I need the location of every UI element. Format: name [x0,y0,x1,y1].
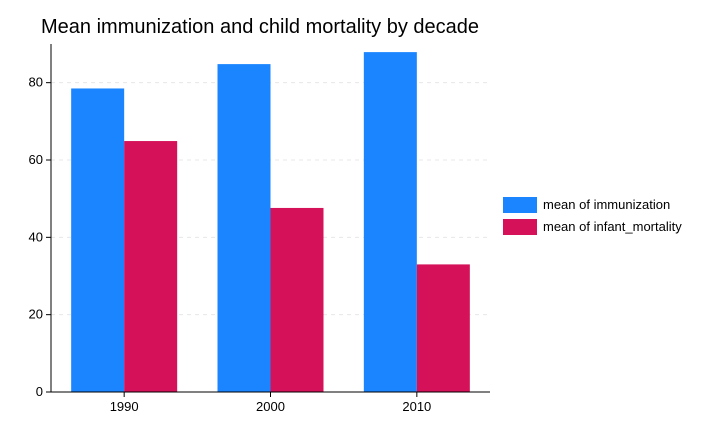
x-tick-label: 2000 [256,399,285,414]
axes-layer: 0 20 40 60 80 1990 2000 2010 [29,44,490,414]
x-tick-label: 1990 [110,399,139,414]
y-tick-label: 80 [29,75,43,90]
y-tick-label: 20 [29,307,43,322]
legend-swatch [503,197,537,213]
y-tick-label: 40 [29,229,43,244]
legend: mean of immunization mean of infant_morta… [503,197,682,235]
chart-title: Mean immunization and child mortality by… [41,16,479,38]
bar-immunization-2000 [217,64,271,393]
bar-immunization-1990 [71,88,125,392]
bar-infant-mortality-2010 [416,264,470,392]
bars-layer [71,52,470,393]
y-tick-label: 60 [29,152,43,167]
legend-label: mean of immunization [543,197,670,212]
x-tick-label: 2010 [402,399,431,414]
legend-swatch [503,219,537,235]
bar-immunization-2010 [363,52,417,393]
y-tick-label: 0 [36,384,43,399]
legend-label: mean of infant_mortality [543,219,682,234]
bar-infant-mortality-2000 [270,207,324,392]
bar-infant-mortality-1990 [124,141,178,392]
